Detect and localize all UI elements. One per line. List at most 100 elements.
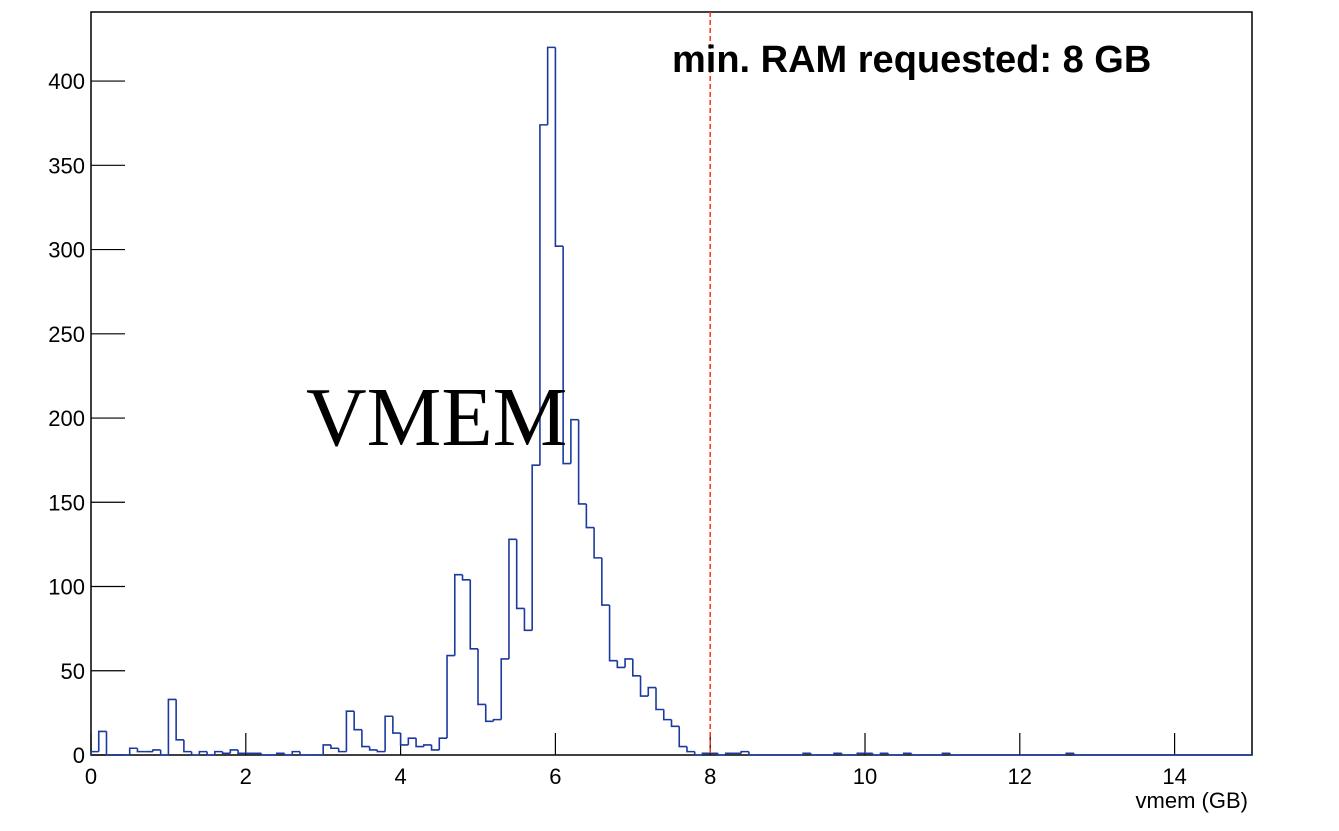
x-tick-label: 2 (240, 764, 252, 789)
histogram-bin (190, 751, 200, 756)
histogram-bin (492, 718, 502, 722)
histogram-bin (423, 744, 432, 747)
histogram-bin (531, 464, 540, 631)
histogram-bin (887, 753, 896, 756)
histogram-bin (399, 733, 409, 746)
histogram-bin (840, 753, 850, 756)
histogram-bin (159, 749, 169, 756)
x-tick-label: 8 (704, 764, 716, 789)
histogram-bin (392, 716, 401, 734)
y-tick-label: 350 (48, 153, 85, 178)
histogram-bin (361, 729, 370, 748)
histogram-bin (748, 751, 757, 756)
x-tick-label: 10 (853, 764, 877, 789)
histogram-bin (624, 658, 633, 668)
histogram-bin (585, 503, 595, 529)
histogram-bin (608, 605, 618, 662)
x-tick-label: 0 (85, 764, 97, 789)
histogram-bin (515, 539, 525, 610)
y-tick-label: 50 (61, 659, 85, 684)
histogram-bin (337, 748, 347, 753)
histogram-bin (670, 719, 680, 728)
histogram-bin (283, 753, 293, 756)
histogram-bin (214, 750, 223, 755)
histogram-bin (167, 698, 177, 755)
histogram-bin (701, 752, 711, 755)
histogram-bin (570, 418, 579, 464)
histogram-bin (152, 749, 161, 752)
histogram-bin (368, 746, 378, 751)
histogram-bin (1073, 753, 1082, 756)
histogram-bin (523, 608, 533, 632)
x-tick-label: 14 (1162, 764, 1186, 789)
histogram-bin (616, 660, 626, 669)
histogram-bin (260, 753, 270, 756)
histogram-bin (562, 246, 571, 465)
histogram-bin (275, 752, 285, 755)
x-tick-label: 4 (394, 764, 406, 789)
histogram-bin (353, 711, 362, 731)
histogram-bin (237, 749, 246, 755)
histogram-bin (330, 744, 339, 750)
histogram-bin (175, 699, 184, 741)
histogram-bin (902, 752, 912, 755)
histogram-bin (221, 751, 231, 755)
histogram-bin (446, 654, 455, 739)
overlay-label: VMEM (306, 371, 567, 464)
y-tick-label: 400 (48, 69, 85, 94)
histogram-bin (206, 751, 215, 756)
histogram-bin (577, 419, 587, 505)
histogram-bin (810, 753, 819, 756)
histogram-bin (724, 752, 734, 755)
histogram-bin (949, 753, 958, 756)
histogram-bin (686, 746, 695, 753)
histogram-bin (90, 750, 99, 755)
histogram-bin (1065, 752, 1074, 755)
y-tick-label: 200 (48, 406, 85, 431)
histogram-bin (693, 751, 703, 756)
histogram-bin (229, 749, 239, 754)
histogram-bin (554, 47, 564, 247)
histogram-bin (376, 749, 386, 753)
histogram-bin (415, 738, 424, 748)
threshold-label: min. RAM requested: 8 GB (672, 39, 1151, 81)
histogram-bin (97, 730, 107, 752)
histogram-bin (469, 579, 478, 650)
histogram-bin (662, 709, 672, 721)
x-tick-label: 12 (1008, 764, 1032, 789)
histogram-bin (941, 752, 951, 755)
histogram-bin (601, 557, 610, 606)
x-tick-label: 6 (549, 764, 561, 789)
histogram-bin (539, 124, 548, 466)
histogram-bin (500, 658, 509, 720)
histogram-bin (105, 731, 115, 756)
histogram-bin (299, 751, 308, 756)
histogram-bin (291, 750, 300, 755)
histogram-bin (655, 687, 664, 711)
histogram-bin (322, 744, 331, 755)
histogram-bin (639, 675, 649, 697)
histogram-bin (198, 750, 208, 755)
histogram-bin (802, 752, 811, 755)
histogram-bin (477, 648, 486, 706)
y-tick-label: 0 (73, 743, 85, 768)
histogram-bin (593, 527, 602, 559)
histogram-bin (647, 686, 657, 697)
histogram-bin (678, 726, 687, 748)
histogram-bin (910, 753, 920, 756)
histogram-bin (136, 748, 146, 753)
histogram-bin (632, 658, 641, 677)
plot-frame (90, 11, 1253, 756)
histogram-bin (384, 715, 393, 752)
y-tick-label: 300 (48, 238, 85, 263)
histogram-bin (438, 737, 448, 750)
y-tick-label: 100 (48, 575, 85, 600)
histogram-bin (183, 739, 192, 753)
histogram-bin (508, 538, 517, 659)
histogram-bin (430, 744, 440, 751)
x-axis-title: vmem (GB) (1136, 788, 1248, 813)
histogram-bin (546, 46, 556, 125)
histogram-bin (879, 752, 889, 755)
histogram-bin (461, 574, 471, 581)
